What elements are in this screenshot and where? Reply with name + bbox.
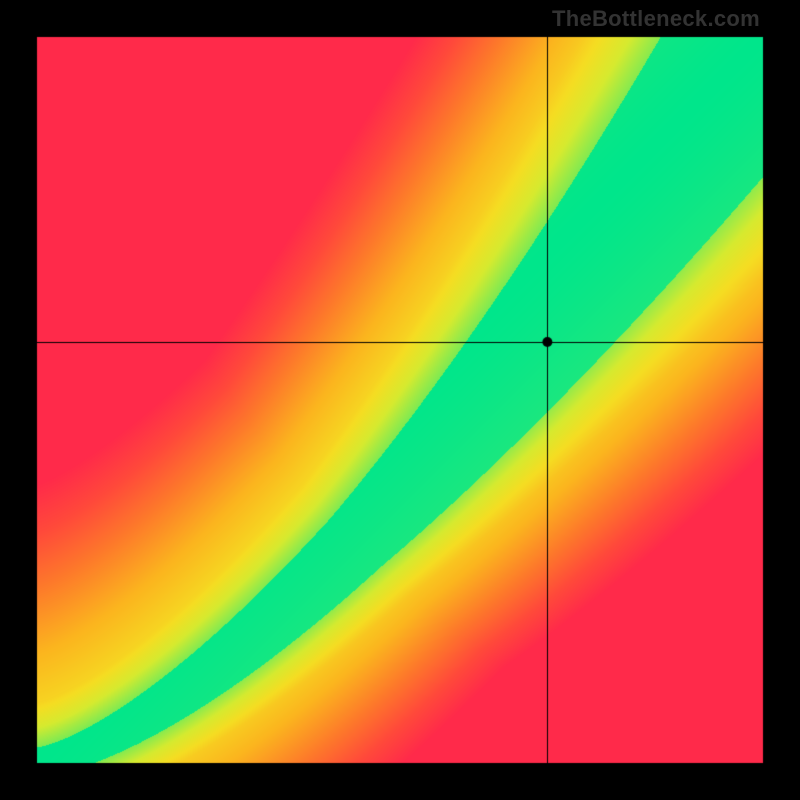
watermark-text: TheBottleneck.com bbox=[552, 6, 760, 32]
chart-container: TheBottleneck.com bbox=[0, 0, 800, 800]
bottleneck-heatmap bbox=[0, 0, 800, 800]
